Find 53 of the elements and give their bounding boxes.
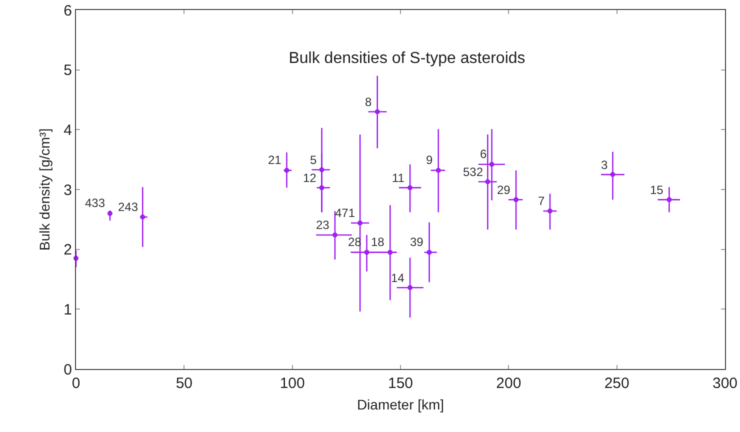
point (358, 220, 363, 226)
y-tick-label: 5 (64, 62, 72, 80)
x-tick-label: 100 (280, 375, 305, 392)
x-tick-label: 150 (388, 375, 414, 392)
y-tick-label: 4 (64, 122, 72, 139)
text: Bulk densities of S-type asteroids (288, 50, 526, 68)
x-axis-title: Diameter [km] (356, 396, 444, 412)
annotation: 3 (601, 158, 608, 172)
annotation: 11 (392, 171, 405, 185)
point (436, 168, 441, 173)
annotation: 5 (310, 153, 317, 167)
point (374, 109, 380, 114)
point (408, 185, 413, 190)
point (332, 232, 338, 238)
annotation: 15 (650, 183, 664, 197)
point (610, 172, 616, 178)
annotation: 23 (316, 218, 330, 232)
annotation: 8 (365, 95, 372, 109)
annotation: 14 (391, 271, 405, 285)
annotation: 21 (268, 153, 282, 167)
annotation: 7 (538, 194, 545, 208)
point (284, 168, 290, 173)
point (547, 208, 552, 214)
annotation: 532 (463, 165, 484, 179)
point (388, 250, 393, 255)
x-tick-label: 250 (604, 375, 630, 392)
point (489, 162, 494, 167)
annotation: 433 (85, 196, 106, 210)
point (364, 250, 370, 255)
x-tick-label: 200 (496, 375, 522, 392)
point (514, 197, 519, 202)
point (666, 197, 672, 202)
point (319, 185, 324, 190)
y-tick-label: 6 (64, 2, 72, 20)
annotation: 12 (303, 171, 317, 185)
annotation: 18 (371, 235, 385, 249)
y-tick-label: 3 (64, 182, 72, 199)
y-tick-label: 2 (64, 242, 72, 259)
y-tick-label: 0 (64, 361, 72, 378)
point (426, 250, 432, 255)
point (140, 214, 146, 220)
annotation: 39 (410, 235, 424, 249)
point (485, 179, 490, 184)
annotation: 6 (480, 147, 487, 161)
point (319, 167, 324, 172)
x-tick-label: 50 (176, 375, 193, 392)
y-axis-title: Bulk density [g/cm³] (36, 128, 52, 251)
annotation: 9 (426, 153, 433, 167)
annotation: 29 (497, 183, 511, 197)
point (408, 285, 413, 290)
annotation: 243 (118, 200, 138, 214)
y-tick-label: 1 (64, 301, 72, 318)
x-tick-label: 300 (712, 375, 738, 392)
